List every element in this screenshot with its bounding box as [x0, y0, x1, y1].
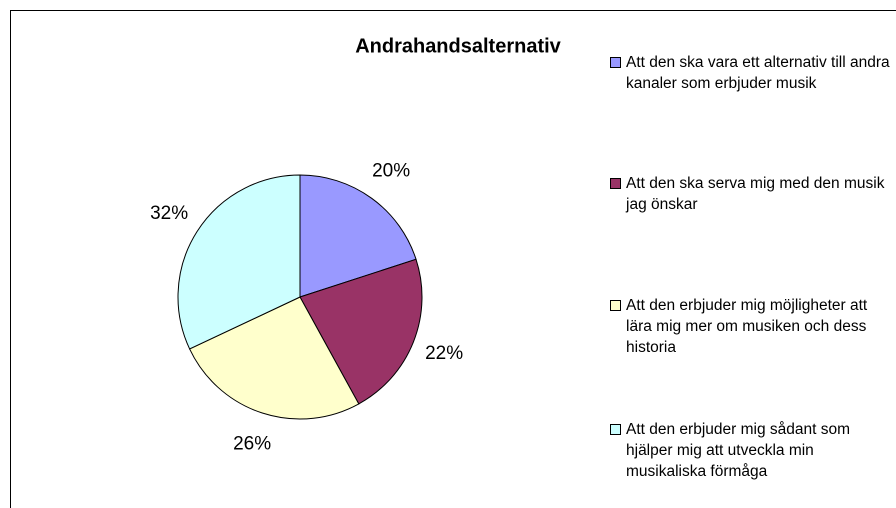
- data-label: 32%: [150, 203, 188, 224]
- legend-label: Att den erbjuder mig sådant som hjälper …: [626, 421, 851, 480]
- legend-swatch: [610, 57, 621, 68]
- pie-slice: [177, 174, 301, 350]
- legend-swatch: [610, 178, 621, 189]
- data-label: 22%: [425, 343, 463, 364]
- chart-frame: [10, 10, 896, 508]
- pie-slice: [188, 296, 360, 420]
- pie-slice: [299, 174, 417, 298]
- pie-slice: [299, 258, 423, 405]
- legend-item: Att den ska serva mig med den musik jag …: [610, 173, 890, 215]
- legend-item: Att den erbjuder mig sådant som hjälper …: [610, 419, 890, 482]
- legend-swatch: [610, 300, 621, 311]
- legend-item: Att den ska vara ett alternativ till and…: [610, 52, 890, 94]
- data-label: 20%: [372, 161, 410, 182]
- legend-label: Att den ska vara ett alternativ till and…: [626, 54, 890, 92]
- data-label: 26%: [233, 433, 271, 454]
- legend-item: Att den erbjuder mig möjligheter att lär…: [610, 295, 890, 358]
- legend-label: Att den erbjuder mig möjligheter att lär…: [626, 297, 868, 356]
- legend-label: Att den ska serva mig med den musik jag …: [626, 175, 885, 213]
- legend-swatch: [610, 424, 621, 435]
- chart-title: Andrahandsalternativ: [355, 35, 561, 57]
